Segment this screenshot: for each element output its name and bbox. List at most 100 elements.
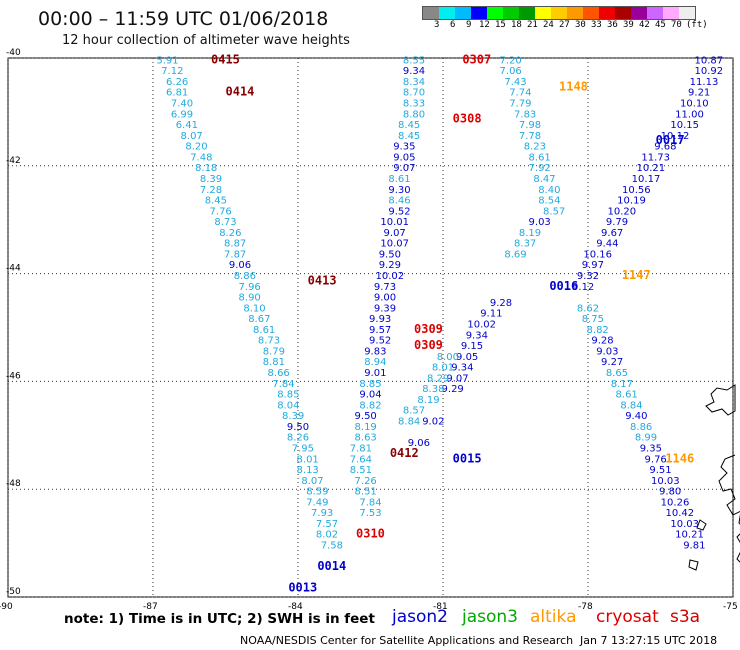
wave-height-value: 7.96 bbox=[239, 282, 261, 293]
lon-label: -87 bbox=[143, 602, 158, 612]
wave-height-value: 8.61 bbox=[253, 325, 275, 336]
wave-height-value: 8.26 bbox=[287, 433, 309, 444]
wave-height-value: 8.01 bbox=[297, 454, 319, 465]
pass-time-label: 1148 bbox=[559, 79, 588, 93]
wave-height-value: 8.29 bbox=[427, 373, 449, 384]
legend-unit: (ft) bbox=[686, 20, 708, 30]
page-title: 00:00 – 11:59 UTC 01/06/2018 bbox=[38, 8, 329, 30]
wave-height-value: 10.10 bbox=[680, 99, 709, 110]
wave-height-value: 7.12 bbox=[161, 66, 183, 77]
pass-time-label: 0413 bbox=[308, 273, 337, 287]
wave-height-value: 8.45 bbox=[398, 120, 420, 131]
pass-time-label: 0310 bbox=[356, 527, 385, 541]
wave-height-value: 7.74 bbox=[509, 88, 531, 99]
wave-height-value: 10.03 bbox=[651, 476, 680, 487]
wave-height-value: 6.41 bbox=[176, 120, 198, 131]
wave-height-value: 8.37 bbox=[514, 239, 536, 250]
wave-height-value: 8.45 bbox=[398, 131, 420, 142]
wave-height-value: 9.11 bbox=[480, 309, 502, 320]
satellite-legend-jason3: jason3 bbox=[462, 607, 518, 627]
wave-height-value: 9.52 bbox=[388, 206, 410, 217]
wave-height-value: 9.73 bbox=[374, 282, 396, 293]
legend-tick-label: 30 bbox=[575, 20, 586, 30]
wave-height-value: 9.05 bbox=[393, 152, 415, 163]
wave-height-value: 8.79 bbox=[263, 346, 285, 357]
wave-height-value: 7.93 bbox=[311, 508, 333, 519]
wave-height-value: 8.82 bbox=[587, 325, 609, 336]
wave-height-value: 7.06 bbox=[500, 66, 522, 77]
satellite-legend-jason2: jason2 bbox=[392, 607, 448, 627]
wave-height-value: 8.02 bbox=[316, 530, 338, 541]
wave-height-value: 9.07 bbox=[393, 163, 415, 174]
legend-swatch bbox=[599, 7, 615, 19]
wave-height-value: 8.19 bbox=[355, 422, 377, 433]
wave-height-value: 8.82 bbox=[359, 400, 381, 411]
wave-height-value: 8.01 bbox=[432, 363, 454, 374]
wave-height-value: 9.93 bbox=[369, 314, 391, 325]
legend-swatch bbox=[615, 7, 631, 19]
wave-height-value: 10.20 bbox=[608, 206, 637, 217]
wave-height-value: 10.42 bbox=[666, 508, 695, 519]
wave-height-value: 8.07 bbox=[181, 131, 203, 142]
legend-tick-label: 45 bbox=[655, 20, 666, 30]
legend-swatch bbox=[503, 7, 519, 19]
wave-height-value: 10.92 bbox=[695, 66, 724, 77]
wave-height-value: 8.51 bbox=[350, 465, 372, 476]
lat-label: -46 bbox=[6, 371, 21, 381]
wave-height-value: 9.80 bbox=[659, 487, 681, 498]
wave-height-value: 9.07 bbox=[446, 373, 468, 384]
wave-height-value: 9.27 bbox=[601, 357, 623, 368]
wave-height-value: 11.00 bbox=[675, 109, 704, 120]
wave-height-value: 8.10 bbox=[243, 303, 265, 314]
wave-height-value: 7.40 bbox=[171, 99, 193, 110]
wave-height-value: 5.91 bbox=[156, 55, 178, 66]
wave-height-value: 8.45 bbox=[205, 196, 227, 207]
wave-height-value: 10.03 bbox=[670, 519, 699, 530]
wave-height-value: 9.34 bbox=[466, 330, 488, 341]
wave-height-value: 9.35 bbox=[393, 142, 415, 153]
wave-height-value: 10.21 bbox=[675, 530, 704, 541]
wave-height-value: 9.50 bbox=[355, 411, 377, 422]
wave-height-value: 8.65 bbox=[606, 368, 628, 379]
wave-height-value: 7.84 bbox=[359, 497, 381, 508]
wave-height-value: 7.87 bbox=[224, 249, 246, 260]
legend-swatch bbox=[583, 7, 599, 19]
lon-label: -78 bbox=[578, 602, 593, 612]
wave-height-value: 8.46 bbox=[388, 196, 410, 207]
legend-tick-label: 39 bbox=[623, 20, 634, 30]
wave-height-value: 7.20 bbox=[500, 55, 522, 66]
wave-height-value: 8.18 bbox=[195, 163, 217, 174]
wave-height-value: 8.99 bbox=[635, 433, 657, 444]
pass-time-label: 0414 bbox=[226, 85, 255, 99]
wave-height-value: 10.19 bbox=[617, 196, 646, 207]
legend-tick-label: 24 bbox=[543, 20, 554, 30]
wave-height-value: 9.00 bbox=[374, 293, 396, 304]
wave-height-value: 9.15 bbox=[461, 341, 483, 352]
legend-swatch bbox=[423, 7, 439, 19]
wave-height-value: 7.83 bbox=[514, 109, 536, 120]
legend-swatch bbox=[567, 7, 583, 19]
wave-height-value: 7.76 bbox=[210, 206, 232, 217]
wave-height-value: 9.35 bbox=[640, 443, 662, 454]
wave-height-value: 8.61 bbox=[388, 174, 410, 185]
coastline bbox=[688, 559, 699, 571]
wave-height-value: 9.28 bbox=[591, 336, 613, 347]
satellite-legend-cryosat: cryosat bbox=[596, 607, 659, 627]
satellite-legend-altika: altika bbox=[530, 607, 577, 627]
wave-height-value: 10.02 bbox=[376, 271, 405, 282]
wave-height-value: 8.33 bbox=[403, 99, 425, 110]
wave-height-value: 8.61 bbox=[616, 390, 638, 401]
wave-height-value: 8.13 bbox=[297, 465, 319, 476]
wave-height-value: 8.19 bbox=[417, 395, 439, 406]
lon-label: -90 bbox=[0, 602, 13, 612]
legend-swatch bbox=[647, 7, 663, 19]
wave-height-value: 7.28 bbox=[200, 185, 222, 196]
lon-label: -75 bbox=[723, 602, 738, 612]
coastline bbox=[696, 519, 707, 531]
wave-height-value: 8.55 bbox=[403, 55, 425, 66]
wave-height-value: 9.03 bbox=[596, 346, 618, 357]
pass-time-label: 0415 bbox=[211, 52, 240, 66]
wave-height-value: 8.63 bbox=[355, 433, 377, 444]
pass-time-label: 1147 bbox=[622, 268, 651, 282]
wave-height-value: 8.00 bbox=[437, 352, 459, 363]
